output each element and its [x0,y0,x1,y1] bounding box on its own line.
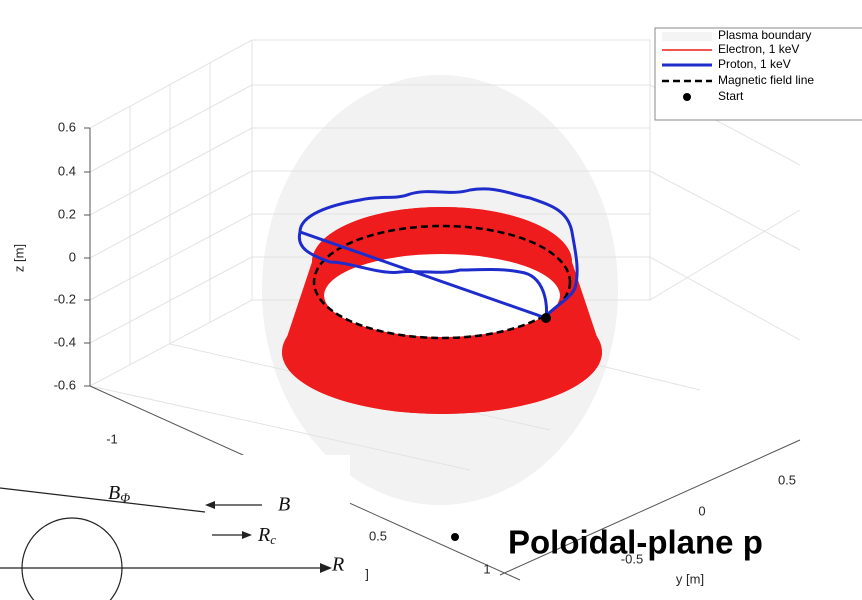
bullet-dot [451,533,459,541]
z-tick-label: -0.4 [54,334,76,349]
magnetic-field-line [312,224,572,340]
legend-label: Start [718,89,744,103]
plasma-boundary [282,207,602,414]
start-point [541,313,551,323]
r-label: R [331,554,344,576]
z-tick-label: 0 [69,249,76,264]
z-axis-label: z [m] [11,244,26,272]
legend-label: Proton, 1 keV [718,57,791,71]
axes-box [89,39,801,581]
z-tick-label: 0.6 [58,119,76,134]
legend-label: Plasma boundary [718,28,811,42]
z-tick-label: 0.2 [58,206,76,221]
y-axis-label: y [m] [676,571,704,586]
x-tick-label: 0.5 [369,528,387,543]
legend-label: Electron, 1 keV [718,42,799,56]
legend-label: Magnetic field line [718,73,814,87]
x-tick-label: -1 [106,431,118,446]
y-tick-label: 0 [698,503,705,518]
z-tick-label: -0.2 [54,291,76,306]
bullet-text: Poloidal-plane p [508,524,763,561]
x-axis-label: ] [365,566,369,581]
b-label: B [278,494,290,516]
y-tick-label: 0.5 [778,472,796,487]
field-diagram: BΦ B Rc R [0,455,350,600]
b-phi-label: BΦ [108,482,130,505]
z-tick-label: -0.6 [54,377,76,392]
legend: Plasma boundary Electron, 1 keV Proton, … [654,27,862,121]
z-ticks: 0.6 0.4 0.2 0 -0.2 -0.4 -0.6 [54,119,90,392]
proton-trajectory [297,187,579,321]
y-tick-label: -0.5 [621,551,643,566]
rc-label: Rc [257,524,276,547]
z-tick-label: 0.4 [58,163,76,178]
x-tick-label: 1 [483,561,490,576]
